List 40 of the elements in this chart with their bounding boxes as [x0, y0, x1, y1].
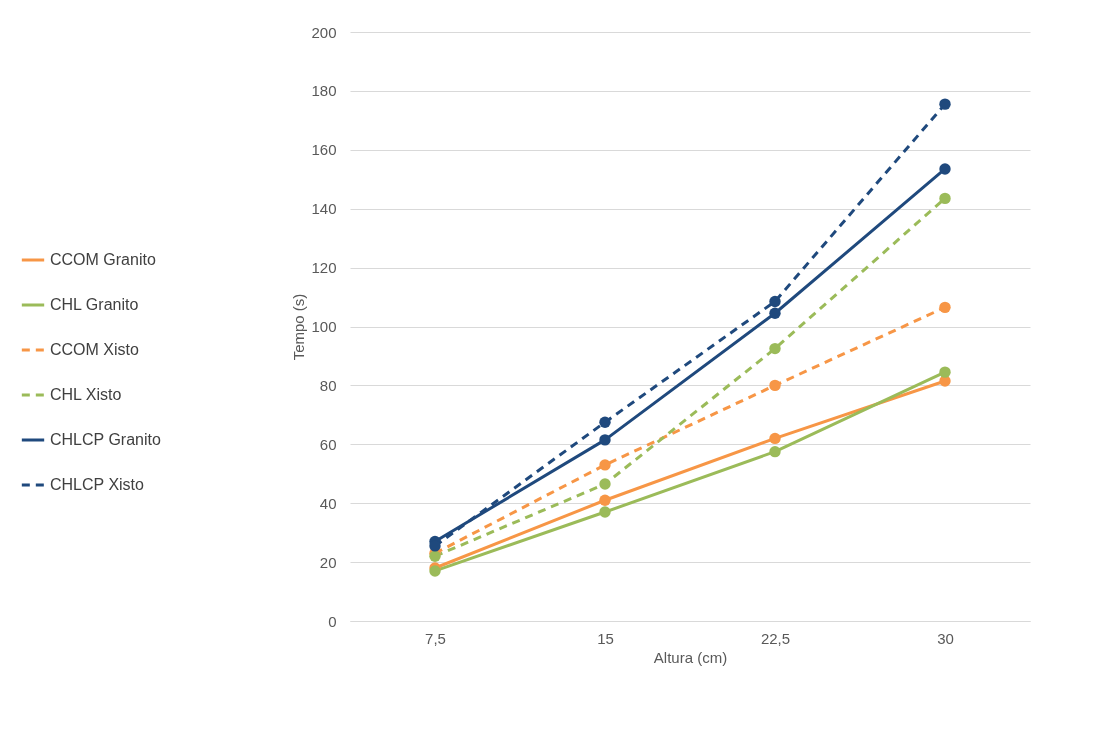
- point: [939, 301, 951, 314]
- point: [939, 163, 951, 175]
- legend-label: CCOM Granito: [50, 251, 156, 268]
- legend-label: CHLCP Xisto: [50, 476, 145, 493]
- y-tick-label: 120: [311, 259, 337, 277]
- legend-label: CCOM Xisto: [50, 341, 139, 358]
- point: [599, 459, 611, 471]
- x-axis-title: Altura (cm): [653, 648, 728, 666]
- point: [769, 445, 781, 458]
- x-tick-label: 7,5: [425, 629, 446, 647]
- legend-label: CHLCP Granito: [50, 431, 161, 448]
- y-axis-title: Tempo (s): [290, 293, 308, 361]
- point: [939, 366, 951, 378]
- point: [769, 342, 781, 355]
- point: [769, 295, 781, 308]
- y-tick-label: 100: [311, 318, 337, 335]
- point: [769, 379, 781, 392]
- y-tick-label: 180: [311, 82, 337, 100]
- point: [599, 494, 611, 506]
- y-tick-label: 80: [319, 376, 337, 394]
- legend-label: CHL Xisto: [50, 386, 122, 403]
- y-tick-label: 60: [319, 435, 337, 453]
- y-tick-label: 160: [311, 141, 337, 159]
- x-tick-label: 30: [937, 629, 954, 647]
- point: [599, 416, 611, 428]
- y-tick-label: 0: [328, 612, 337, 630]
- point: [769, 432, 781, 445]
- y-tick-label: 40: [319, 494, 337, 512]
- y-tick-label: 200: [311, 23, 337, 41]
- point: [769, 307, 781, 319]
- point: [939, 192, 951, 205]
- x-tick-label: 15: [597, 629, 614, 647]
- y-tick-label: 140: [311, 200, 337, 218]
- point: [599, 478, 611, 490]
- legend-label: CHL Granito: [50, 296, 139, 313]
- point: [939, 98, 951, 110]
- point: [599, 434, 611, 446]
- point: [599, 506, 611, 518]
- x-tick-label: 22,5: [760, 629, 791, 647]
- y-tick-label: 20: [319, 553, 337, 571]
